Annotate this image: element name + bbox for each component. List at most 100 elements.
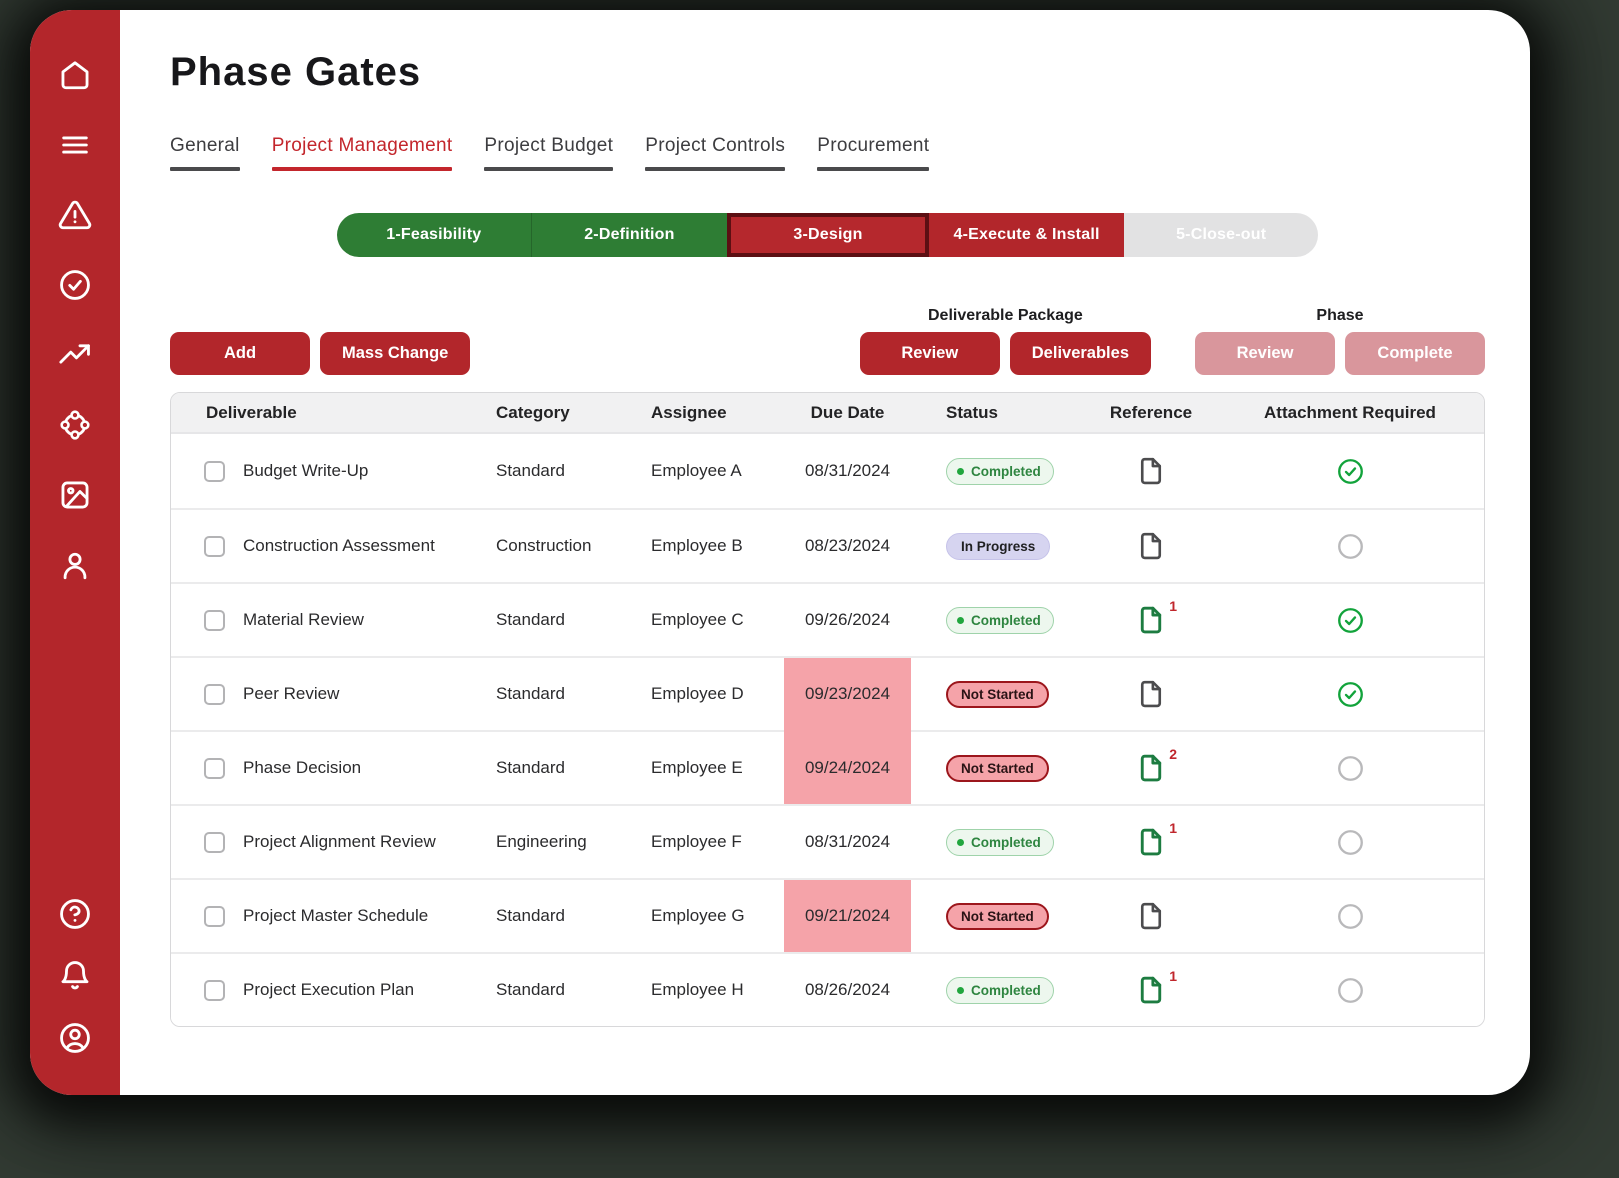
- attachment-status-icon: [1337, 533, 1363, 559]
- phase-group: Phase Review Complete: [1195, 307, 1485, 375]
- attachment-status-icon: [1337, 903, 1363, 929]
- menu-icon[interactable]: [58, 128, 92, 162]
- due-date-value: 09/24/2024: [804, 758, 891, 777]
- category-value: Construction: [496, 536, 592, 555]
- status-badge: Completed: [946, 457, 1054, 485]
- column-header-deliverable: Deliverable: [206, 402, 297, 422]
- row-checkbox[interactable]: [204, 609, 225, 631]
- package-review-button[interactable]: Review: [859, 332, 1000, 375]
- status-badge: Not Started: [946, 754, 1049, 782]
- category-value: Standard: [496, 980, 565, 999]
- assignee-value: Employee C: [651, 610, 744, 629]
- add-button[interactable]: Add: [170, 332, 310, 375]
- tab-project-controls[interactable]: Project Controls: [645, 135, 786, 171]
- status-badge: In Progress: [946, 532, 1051, 560]
- image-icon[interactable]: [58, 478, 92, 512]
- status-badge: Completed: [946, 828, 1054, 856]
- action-bar: Add Mass Change Deliverable Package Revi…: [170, 307, 1485, 375]
- due-date-value: 09/26/2024: [804, 610, 891, 629]
- due-date-value: 08/26/2024: [804, 980, 891, 999]
- due-date-value: 09/21/2024: [804, 906, 891, 925]
- attachment-status-icon: [1337, 607, 1363, 633]
- phase-design[interactable]: 3-Design: [726, 213, 930, 257]
- row-checkbox[interactable]: [204, 535, 225, 557]
- help-icon[interactable]: [58, 897, 92, 931]
- package-deliverables-button[interactable]: Deliverables: [1009, 332, 1151, 375]
- category-value: Engineering: [496, 832, 587, 851]
- due-date-cell: 08/31/2024: [784, 434, 911, 508]
- assignee-value: Employee D: [651, 684, 744, 703]
- due-date-cell: 08/31/2024: [784, 806, 911, 878]
- phase-execute-install[interactable]: 4-Execute & Install: [929, 213, 1124, 257]
- attachment-status-icon: [1337, 458, 1363, 484]
- tab-procurement[interactable]: Procurement: [817, 135, 930, 171]
- deliverable-name: Project Master Schedule: [243, 906, 429, 925]
- row-checkbox[interactable]: [204, 460, 225, 482]
- document-icon[interactable]: 1: [1136, 820, 1177, 858]
- deliverable-name: Construction Assessment: [243, 536, 435, 555]
- column-header-status: Status: [946, 402, 998, 422]
- alert-triangle-icon[interactable]: [58, 198, 92, 232]
- phase-definition[interactable]: 2-Definition: [531, 213, 727, 257]
- hub-icon[interactable]: [58, 408, 92, 442]
- account-icon[interactable]: [58, 1021, 92, 1055]
- table-row: Project Alignment Review Engineering Emp…: [171, 804, 1484, 878]
- phase-complete-button[interactable]: Complete: [1345, 332, 1485, 375]
- document-icon[interactable]: 1: [1136, 968, 1177, 1006]
- table-row: Phase Decision Standard Employee E 09/24…: [171, 730, 1484, 804]
- tab-project-budget[interactable]: Project Budget: [484, 135, 614, 171]
- row-checkbox[interactable]: [204, 831, 225, 853]
- phase-close-out[interactable]: 5-Close-out: [1123, 213, 1319, 257]
- row-checkbox[interactable]: [204, 979, 225, 1001]
- assignee-value: Employee H: [651, 980, 744, 999]
- category-value: Standard: [496, 684, 565, 703]
- deliverable-name: Project Alignment Review: [243, 832, 436, 851]
- category-value: Standard: [496, 758, 565, 777]
- table-row: Material Review Standard Employee C 09/2…: [171, 582, 1484, 656]
- phase-feasibility[interactable]: 1-Feasibility: [336, 213, 532, 257]
- document-icon[interactable]: 1: [1136, 598, 1177, 636]
- status-badge: Completed: [946, 606, 1054, 634]
- phase-label: Phase: [1316, 307, 1364, 324]
- table-body: Budget Write-Up Standard Employee A 08/3…: [171, 434, 1484, 1026]
- row-checkbox[interactable]: [204, 905, 225, 927]
- attachment-status-icon: [1337, 681, 1363, 707]
- reference-count-badge: 2: [1169, 746, 1177, 762]
- document-icon[interactable]: [1136, 900, 1166, 932]
- due-date-cell: 08/23/2024: [784, 510, 911, 582]
- phase-stepper: 1-Feasibility 2-Definition 3-Design 4-Ex…: [336, 213, 1319, 257]
- tab-general[interactable]: General: [170, 135, 240, 171]
- check-circle-icon[interactable]: [58, 268, 92, 302]
- category-value: Standard: [496, 461, 565, 480]
- row-checkbox[interactable]: [204, 757, 225, 779]
- table-row: Construction Assessment Construction Emp…: [171, 508, 1484, 582]
- column-header-reference: Reference: [1109, 402, 1193, 422]
- tab-project-management[interactable]: Project Management: [271, 135, 453, 171]
- document-icon[interactable]: [1136, 455, 1166, 487]
- assignee-value: Employee A: [651, 461, 742, 480]
- deliverables-table: Deliverable Category Assignee Due Date S…: [170, 392, 1485, 1027]
- due-date-value: 08/31/2024: [804, 461, 891, 480]
- attachment-status-icon: [1337, 755, 1363, 781]
- trending-up-icon[interactable]: [58, 338, 92, 372]
- document-icon[interactable]: [1136, 678, 1166, 710]
- due-date-cell: 09/23/2024: [784, 658, 911, 730]
- home-icon[interactable]: [58, 58, 92, 92]
- deliverable-package-label: Deliverable Package: [928, 307, 1083, 324]
- due-date-value: 08/31/2024: [804, 832, 891, 851]
- category-value: Standard: [496, 610, 565, 629]
- deliverable-name: Budget Write-Up: [243, 461, 369, 480]
- assignee-value: Employee F: [651, 832, 742, 851]
- bell-icon[interactable]: [58, 959, 92, 993]
- mass-change-button[interactable]: Mass Change: [320, 332, 471, 375]
- phase-review-button[interactable]: Review: [1195, 332, 1335, 375]
- document-icon[interactable]: 2: [1136, 746, 1177, 784]
- user-icon[interactable]: [58, 548, 92, 582]
- row-checkbox[interactable]: [204, 683, 225, 705]
- deliverable-name: Material Review: [243, 610, 364, 629]
- document-icon[interactable]: [1136, 530, 1166, 562]
- due-date-cell: 09/26/2024: [784, 584, 911, 656]
- main-content: Phase Gates General Project Management P…: [120, 10, 1530, 1095]
- attachment-status-icon: [1337, 829, 1363, 855]
- column-header-attachment-required: Attachment Required: [1264, 402, 1436, 422]
